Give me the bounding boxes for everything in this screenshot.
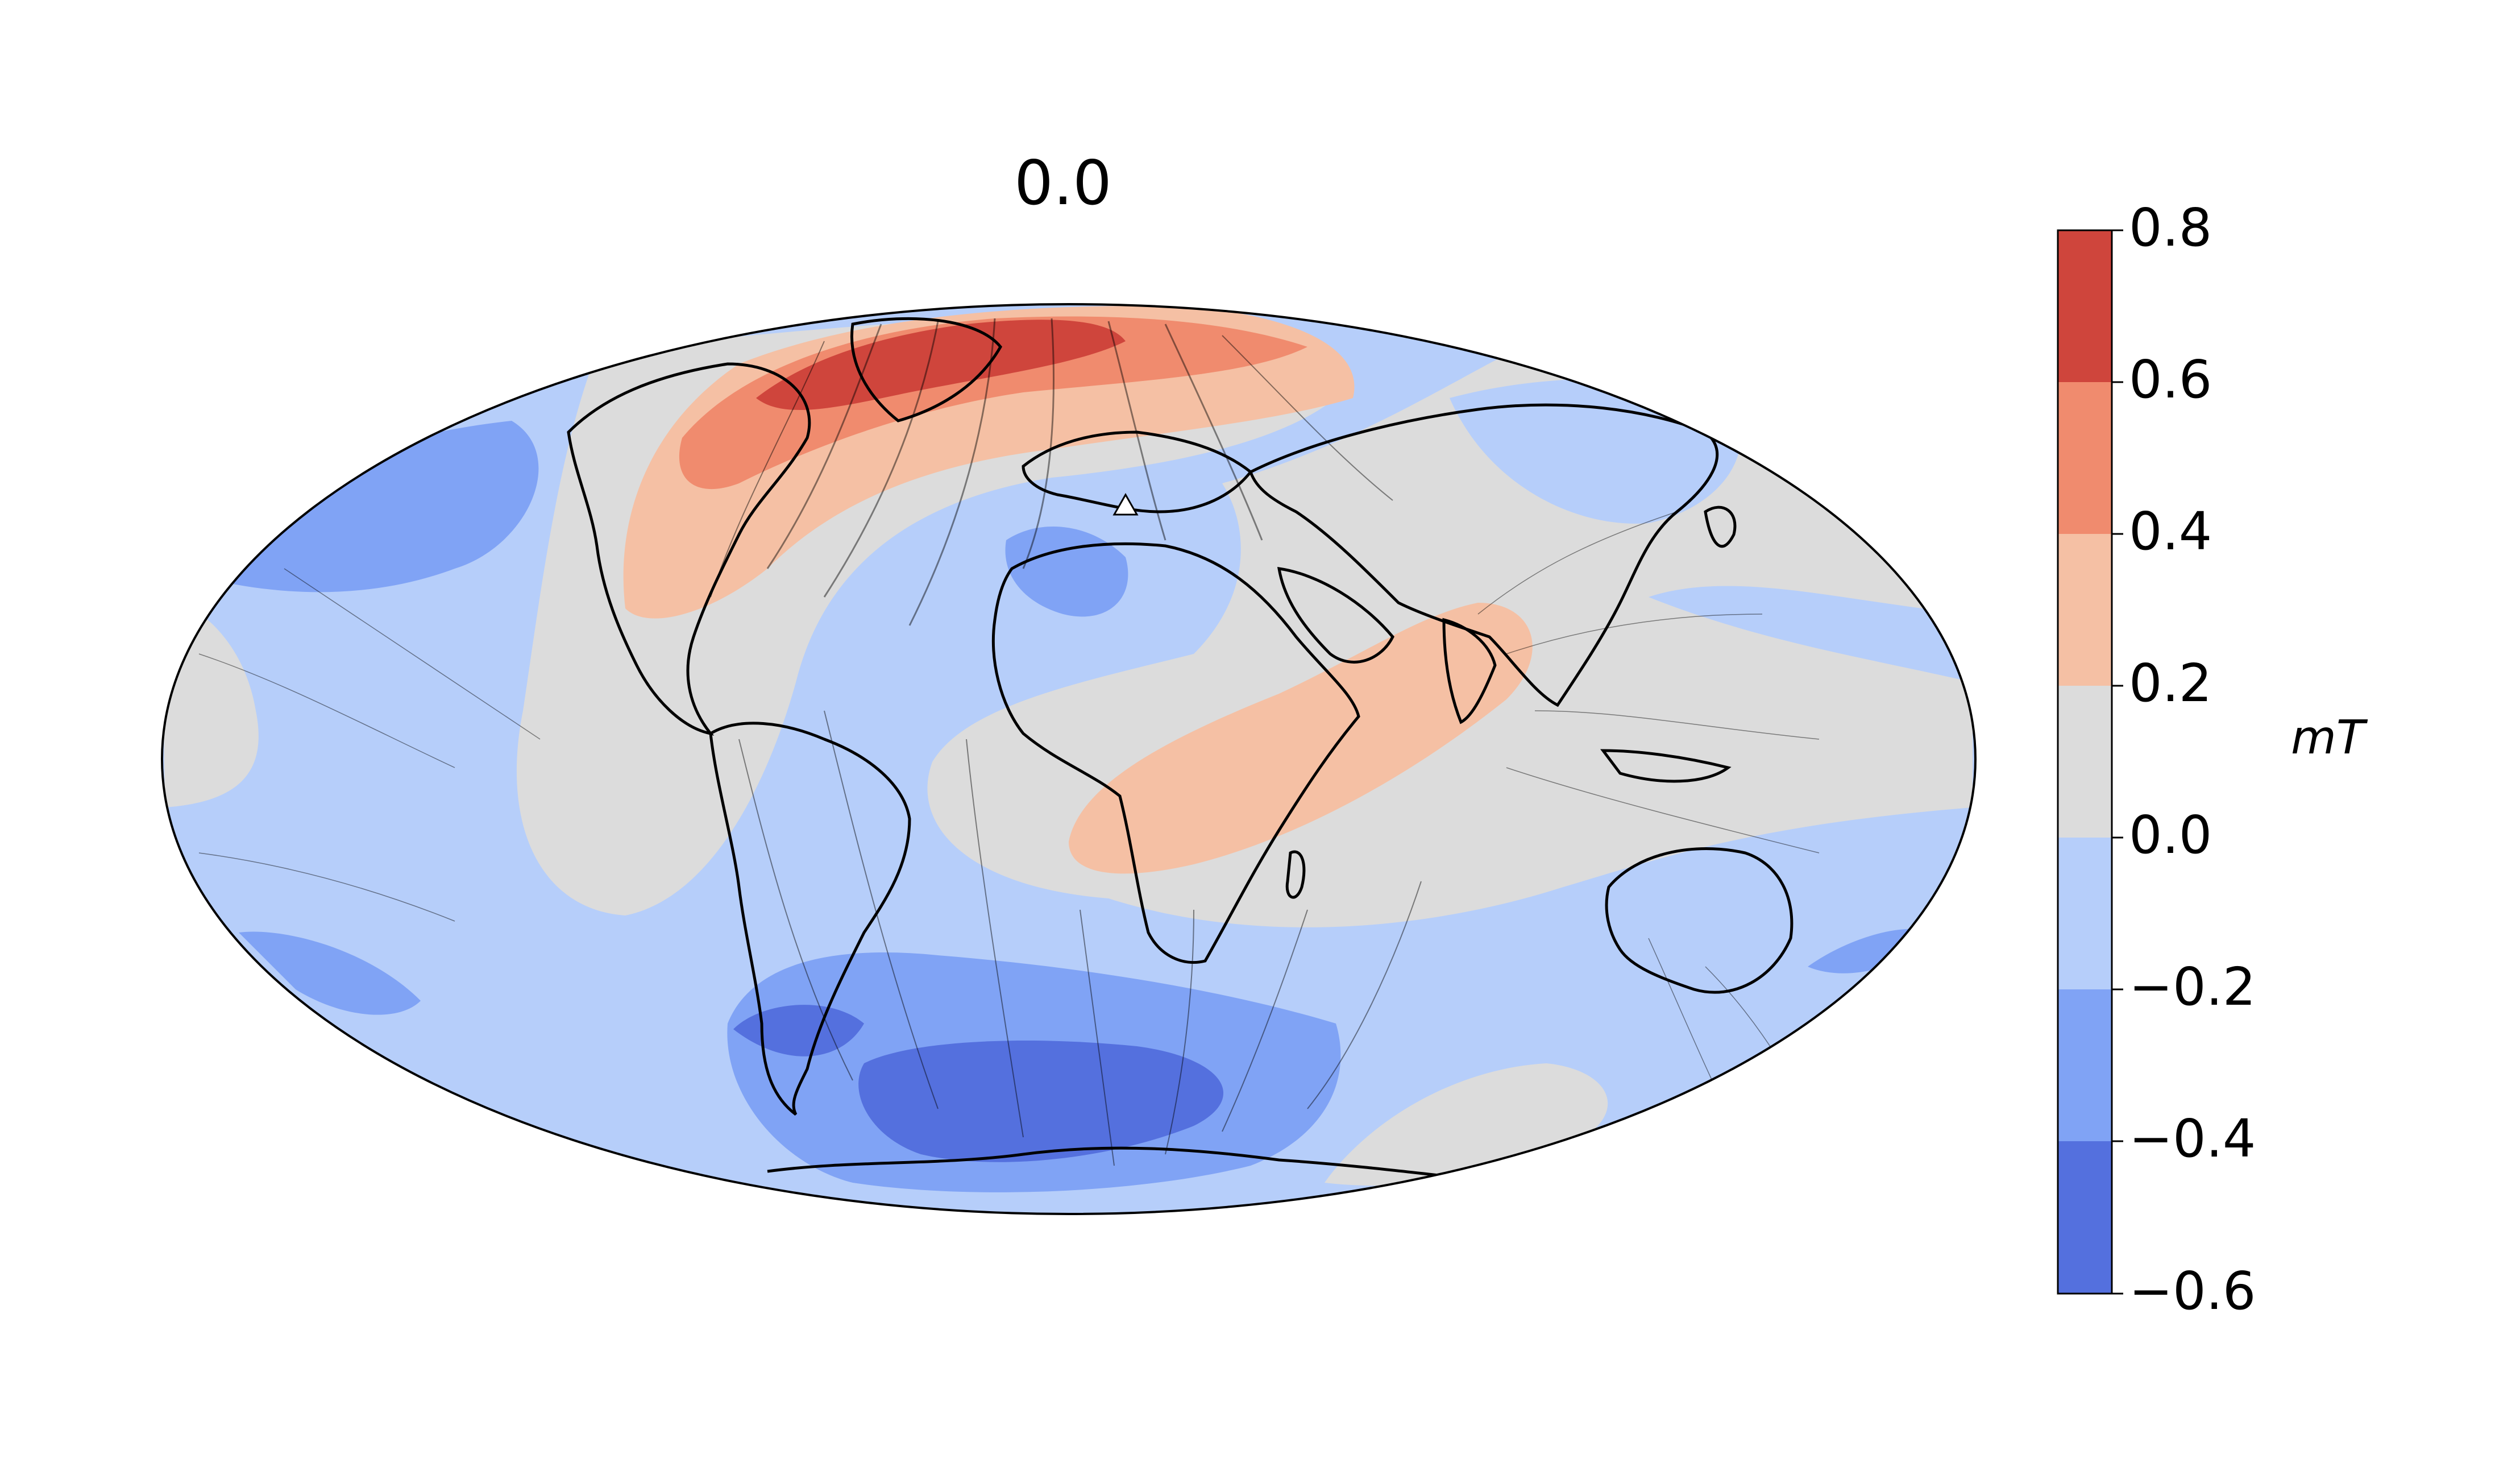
colorbar-level-3 (2058, 686, 2112, 838)
streamlines (198, 318, 1820, 1166)
coastline-south-america (709, 722, 911, 1116)
coastline-australia (1605, 847, 1794, 994)
coastline-africa (992, 542, 1360, 964)
contour-darkblue-south (858, 1041, 1224, 1162)
colorbar-level-2 (2058, 534, 2112, 686)
colorbar-level-0 (2058, 230, 2112, 382)
colorbar-frame (2057, 229, 2113, 1295)
colorbar-tick-label: 0.0 (2129, 805, 2212, 865)
coastline-japan (1704, 505, 1737, 548)
colorbar-tick-label: 0.8 (2129, 197, 2212, 258)
coastline-arabia (1277, 567, 1394, 664)
colorbar-level-4 (2058, 838, 2112, 989)
contour-red-north (756, 320, 1126, 411)
coastline-north-america (567, 362, 811, 736)
contour-blue-southwest (239, 931, 421, 1015)
colorbar-unit-label: mT (2291, 711, 2365, 765)
colorbar (2057, 229, 2123, 1295)
colorbar-tick-label: 0.2 (2129, 653, 2212, 714)
coastlines (567, 317, 1794, 1184)
colorbar-tick-label: −0.4 (2129, 1108, 2256, 1169)
coastline-antarctica (767, 1146, 1507, 1184)
colorbar-level-5 (2058, 989, 2112, 1141)
coastline-europe (1022, 430, 1253, 513)
coastline-india (1442, 618, 1497, 724)
colorbar-level-6 (2058, 1141, 2112, 1294)
contour-blue-east (1649, 586, 1973, 682)
site-marker-triangle (1112, 492, 1139, 516)
contour-salmon-africa (1069, 603, 1533, 874)
coastline-indonesia (1600, 749, 1732, 783)
contour-darkblue-south-west (733, 1005, 864, 1056)
globe-map (162, 304, 1975, 1214)
colorbar-tick-label: −0.6 (2129, 1261, 2256, 1321)
colorbar-level-1 (2058, 382, 2112, 534)
coastline-greenland (850, 317, 1003, 422)
colorbar-tick-label: 0.4 (2129, 501, 2212, 562)
globe-outline (161, 303, 1977, 1215)
coastline-asia (1248, 403, 1719, 707)
colorbar-tick-label: −0.2 (2129, 956, 2256, 1017)
contour-darkblue-atlantic (1005, 527, 1128, 617)
colorbar-tick-label: 0.6 (2129, 349, 2212, 410)
map-title: 0.0 (1014, 148, 1112, 219)
coastline-madagascar (1285, 850, 1306, 899)
